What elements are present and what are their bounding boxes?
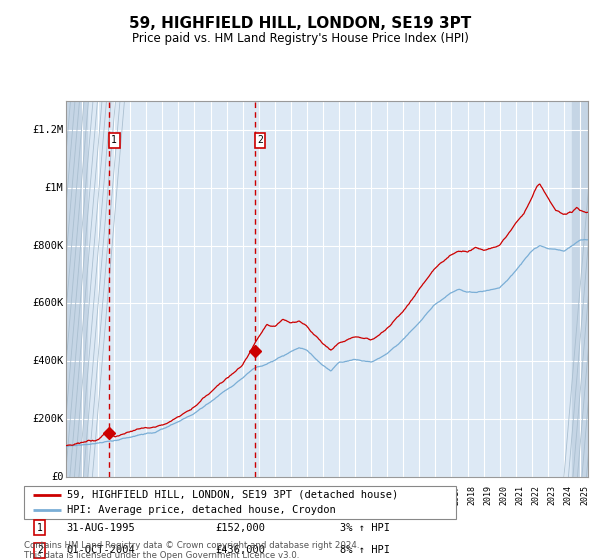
- Text: 2024: 2024: [564, 486, 573, 505]
- Text: 01-OCT-2004: 01-OCT-2004: [66, 545, 135, 556]
- Text: 2003: 2003: [227, 486, 236, 505]
- Text: 2018: 2018: [467, 486, 476, 505]
- Text: 2002: 2002: [211, 486, 220, 505]
- Text: £1.2M: £1.2M: [32, 125, 64, 135]
- Text: 2016: 2016: [436, 486, 445, 505]
- Text: 2023: 2023: [548, 486, 557, 505]
- Text: 2006: 2006: [275, 486, 284, 505]
- FancyBboxPatch shape: [24, 486, 456, 519]
- Text: 2: 2: [37, 545, 43, 556]
- Text: 1: 1: [111, 136, 117, 145]
- Text: 2015: 2015: [419, 486, 428, 505]
- Text: 2017: 2017: [451, 486, 460, 505]
- Text: £0: £0: [51, 472, 64, 482]
- Text: 2013: 2013: [387, 486, 396, 505]
- Text: 3% ↑ HPI: 3% ↑ HPI: [340, 522, 390, 533]
- Text: £436,000: £436,000: [216, 545, 266, 556]
- Text: Contains HM Land Registry data © Crown copyright and database right 2024.
This d: Contains HM Land Registry data © Crown c…: [24, 540, 359, 560]
- Text: 1996: 1996: [114, 486, 123, 505]
- Text: 2021: 2021: [516, 486, 525, 505]
- Text: £400K: £400K: [32, 356, 64, 366]
- Text: 2009: 2009: [323, 486, 332, 505]
- Text: 59, HIGHFIELD HILL, LONDON, SE19 3PT: 59, HIGHFIELD HILL, LONDON, SE19 3PT: [129, 16, 471, 31]
- Text: Price paid vs. HM Land Registry's House Price Index (HPI): Price paid vs. HM Land Registry's House …: [131, 32, 469, 45]
- Text: 31-AUG-1995: 31-AUG-1995: [66, 522, 135, 533]
- Text: £200K: £200K: [32, 414, 64, 424]
- Text: 59, HIGHFIELD HILL, LONDON, SE19 3PT (detached house): 59, HIGHFIELD HILL, LONDON, SE19 3PT (de…: [67, 490, 398, 500]
- Text: £1M: £1M: [44, 183, 64, 193]
- Text: 2008: 2008: [307, 486, 316, 505]
- Text: 2025: 2025: [580, 486, 589, 505]
- Text: 2022: 2022: [532, 486, 541, 505]
- Text: 2014: 2014: [403, 486, 412, 505]
- Text: £600K: £600K: [32, 298, 64, 309]
- Text: 8% ↑ HPI: 8% ↑ HPI: [340, 545, 390, 556]
- Text: 2011: 2011: [355, 486, 364, 505]
- Text: 1994: 1994: [82, 486, 91, 505]
- Text: £800K: £800K: [32, 241, 64, 250]
- Text: 1: 1: [37, 522, 43, 533]
- Text: 2010: 2010: [339, 486, 348, 505]
- Text: 2001: 2001: [194, 486, 203, 505]
- Text: 2005: 2005: [259, 486, 268, 505]
- Text: 1997: 1997: [130, 486, 139, 505]
- Text: 2007: 2007: [291, 486, 300, 505]
- Text: 2004: 2004: [242, 486, 251, 505]
- Text: £152,000: £152,000: [216, 522, 266, 533]
- Text: HPI: Average price, detached house, Croydon: HPI: Average price, detached house, Croy…: [67, 505, 336, 515]
- Text: 2019: 2019: [484, 486, 493, 505]
- Text: 2020: 2020: [500, 486, 509, 505]
- Text: 1995: 1995: [98, 486, 107, 505]
- Text: 1998: 1998: [146, 486, 155, 505]
- Text: 1999: 1999: [163, 486, 172, 505]
- Text: 2: 2: [257, 136, 263, 145]
- Text: 1993: 1993: [66, 486, 75, 505]
- Text: 2000: 2000: [178, 486, 187, 505]
- Text: 2012: 2012: [371, 486, 380, 505]
